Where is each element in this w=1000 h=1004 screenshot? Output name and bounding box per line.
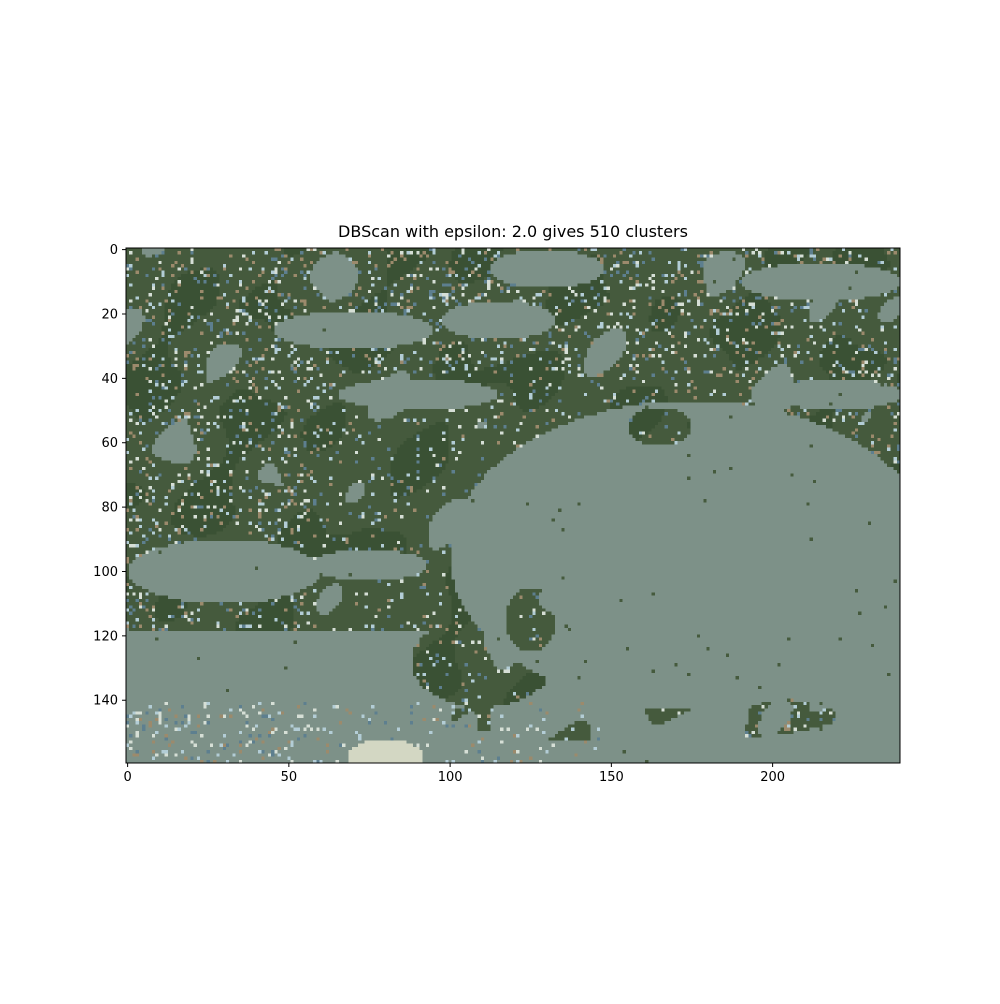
y-tick-label: 100 <box>93 565 118 580</box>
axes: 0 50 100 150 200 0 20 40 60 80 100 120 140 <box>93 243 901 785</box>
chart-title: DBScan with epsilon: 2.0 gives 510 clust… <box>338 222 688 241</box>
x-tick-label: 200 <box>760 770 785 785</box>
y-tick-label: 120 <box>93 629 118 644</box>
x-tick-label: 0 <box>123 770 131 785</box>
y-tick-label: 20 <box>101 307 118 322</box>
x-tick-label: 150 <box>599 770 624 785</box>
y-tick-label: 140 <box>93 694 118 709</box>
axes-frame <box>125 247 901 764</box>
x-tick-label: 100 <box>438 770 463 785</box>
cluster-image <box>126 248 900 763</box>
y-tick-label: 0 <box>110 243 118 258</box>
y-tick-label: 60 <box>101 436 118 451</box>
cluster-raster <box>126 248 900 763</box>
x-tick-label: 50 <box>281 770 298 785</box>
y-tick-label: 40 <box>101 372 118 387</box>
y-tick-label: 80 <box>101 501 118 516</box>
